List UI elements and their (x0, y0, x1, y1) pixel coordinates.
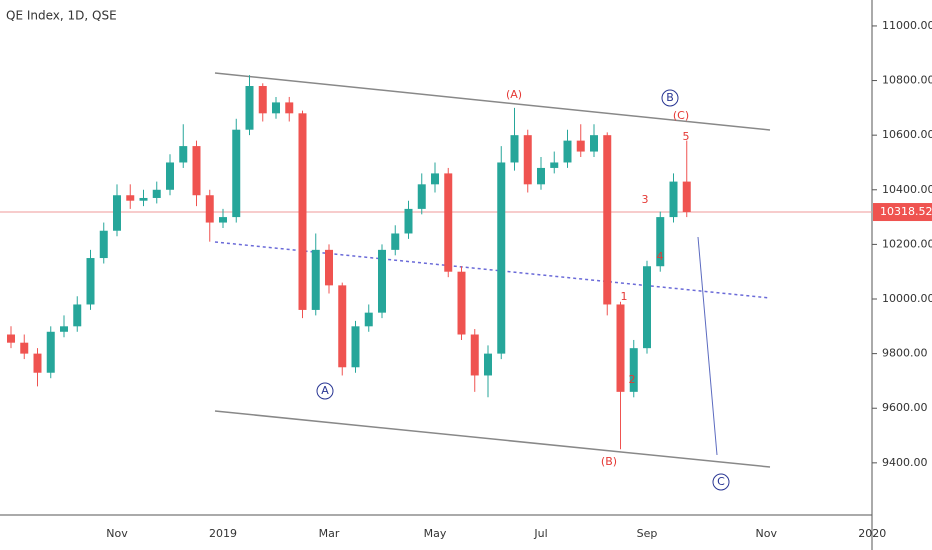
y-tick-label: 9600.00 (882, 401, 928, 414)
wave-label: 3 (642, 193, 649, 206)
wave-label: (B) (601, 455, 617, 468)
candle-body (139, 197, 148, 201)
candle-body (86, 258, 95, 305)
candle-body (457, 271, 466, 335)
candle-body (325, 249, 333, 286)
wave-circle (712, 473, 730, 491)
last-price-label: 10318.52 (880, 205, 932, 218)
wave-label: (C) (673, 109, 689, 122)
candle-body (126, 195, 135, 201)
wave-label-circled: C (717, 475, 725, 488)
wave-label-circled: B (666, 91, 674, 104)
candle-body (20, 342, 29, 354)
candle-body (682, 181, 691, 213)
wave-label: 2 (629, 373, 636, 386)
x-tick-label: Nov (106, 527, 128, 540)
candle-body (7, 334, 15, 343)
wave-label: (A) (506, 88, 522, 101)
x-tick-label: May (424, 527, 447, 540)
channel-bottom (214, 410, 771, 468)
x-tick-label: 2019 (209, 527, 237, 540)
wave-label: 5 (683, 130, 690, 143)
chart-title: QE Index, 1D, QSE (6, 9, 117, 23)
candle-body (338, 285, 347, 368)
candle-body (33, 353, 42, 373)
candle-body (616, 304, 625, 392)
y-tick-label: 10400.00 (882, 183, 932, 196)
candle-body (113, 195, 121, 231)
candle-body (404, 208, 413, 234)
candle-body (417, 184, 426, 209)
y-tick-label: 10000.00 (882, 292, 932, 305)
candle-body (205, 195, 214, 223)
candle-body (391, 233, 400, 250)
x-tick-label: Nov (756, 527, 778, 540)
candle-body (179, 146, 188, 163)
candle-body (563, 140, 572, 163)
candle-body (603, 135, 612, 305)
candle-body (258, 86, 267, 114)
wave-label-circled: A (321, 384, 329, 397)
candle-body (510, 135, 519, 163)
candle-body (643, 266, 651, 349)
candle-body (60, 326, 68, 332)
candle-body (656, 217, 665, 267)
channel-top (214, 72, 771, 131)
y-tick-label: 10800.00 (882, 74, 932, 87)
candle-body (166, 162, 174, 190)
x-tick-label: Mar (319, 527, 340, 540)
candle-body (351, 326, 360, 368)
candle-body (99, 230, 108, 259)
x-tick-label: Sep (637, 527, 658, 540)
x-tick-label: Jul (533, 527, 547, 540)
candle-body (272, 102, 280, 114)
candle-body (378, 249, 386, 313)
candle-body (311, 249, 320, 310)
candle-body (470, 334, 479, 376)
candle-body (523, 135, 532, 185)
candle-body (550, 162, 559, 168)
projection-line (697, 236, 718, 456)
wave-label: 4 (657, 250, 664, 263)
wave-circle (661, 89, 679, 107)
candle-body (46, 331, 55, 373)
last-price-box (873, 203, 932, 222)
candle-body (431, 173, 439, 185)
channel-middle (214, 241, 771, 299)
candle-body (537, 167, 545, 185)
y-tick-label: 10200.00 (882, 237, 932, 250)
candle-body (444, 173, 453, 272)
candle-body (219, 217, 227, 223)
wave-label: 1 (621, 290, 628, 303)
candle-body (669, 181, 678, 218)
candle-body (497, 162, 506, 354)
candle-body (629, 348, 638, 392)
y-tick-label: 11000.00 (882, 19, 932, 32)
candle-body (152, 189, 161, 198)
candle-body (484, 353, 492, 376)
y-tick-label: 10600.00 (882, 128, 932, 141)
candle-body (298, 113, 307, 310)
y-tick-label: 9800.00 (882, 347, 928, 360)
x-tick-label: 2020 (858, 527, 886, 540)
candle-body (576, 140, 585, 152)
candle-body (192, 146, 201, 196)
candle-body (590, 135, 598, 152)
candle-body (285, 102, 294, 114)
candle-body (364, 312, 373, 327)
candle-body (232, 129, 241, 218)
candle-body (245, 86, 254, 130)
y-tick-label: 9400.00 (882, 456, 928, 469)
candle-body (73, 304, 82, 327)
wave-circle (316, 382, 334, 400)
